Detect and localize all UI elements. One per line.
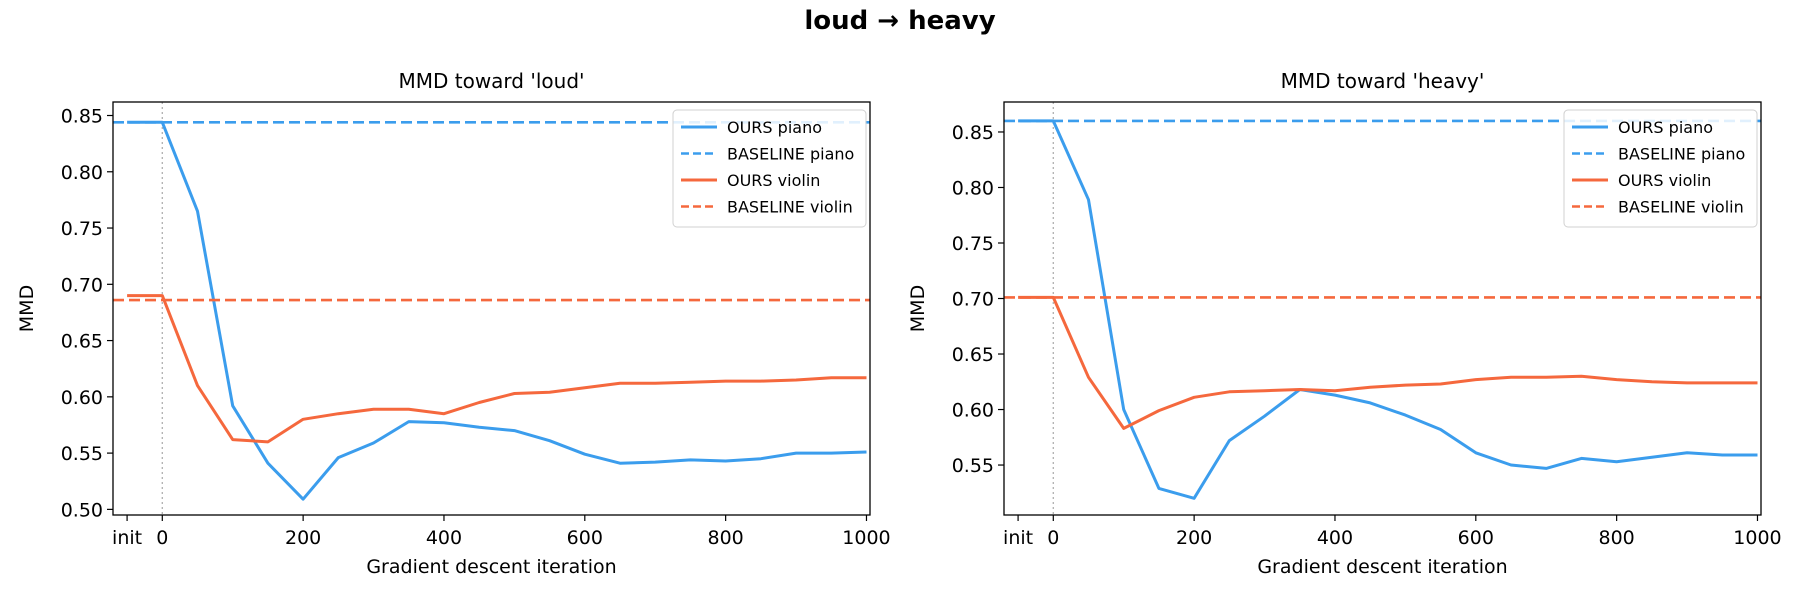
chart-panel-2: MMD toward 'heavy' init 0 200 400 600 800 1000 0… [907,69,1782,578]
x-tick-label: 0 [1047,527,1059,549]
legend: OURS piano BASELINE piano OURS violin BASEL… [1563,109,1758,228]
y-tick-label: 0.85 [61,106,103,128]
x-axis-label: Gradient descent iteration [1257,556,1507,578]
legend-label: OURS piano [727,118,822,137]
legend-label: OURS violin [727,171,820,190]
axes-frame [1003,101,1762,516]
legend-label: BASELINE violin [1618,198,1744,217]
x-tick-label: init [1003,527,1033,549]
x-tick-label: 400 [1317,527,1353,549]
y-tick-label: 0.70 [61,274,103,296]
y-tick-label: 0.75 [952,233,994,255]
series-line-ours-piano [127,120,867,501]
y-tick-label: 0.75 [61,218,103,240]
x-tick-label: 200 [1176,527,1212,549]
y-tick-label: 0.80 [952,177,994,199]
x-tick-label: 0 [156,527,168,549]
x-tick-label: 600 [1458,527,1494,549]
y-tick-label: 0.60 [61,387,103,409]
x-tick-label: 1000 [1733,527,1781,549]
legend-label: BASELINE violin [727,198,853,217]
figure-title: loud → heavy [804,6,996,36]
x-tick-label: 600 [567,527,603,549]
y-tick-label: 0.65 [61,331,103,353]
x-tick-label: 200 [285,527,321,549]
y-tick-label: 0.85 [952,122,994,144]
legend-label: OURS violin [1618,171,1711,190]
x-axis-label: Gradient descent iteration [366,556,616,578]
legend-box [672,109,867,228]
axes-frame [112,101,871,516]
series-line-ours-piano [1018,119,1758,500]
chart-title: MMD toward 'heavy' [1281,69,1485,93]
legend-label: BASELINE piano [1618,145,1745,164]
series-line-ours-violin [1018,295,1758,430]
series-line-ours-violin [127,294,867,444]
x-tick-label: 400 [426,527,462,549]
y-tick-label: 0.60 [952,400,994,422]
legend-box [1563,109,1758,228]
y-tick-label: 0.55 [952,455,994,477]
y-tick-label: 0.55 [61,443,103,465]
legend-label: OURS piano [1618,118,1713,137]
x-tick-label: 800 [1599,527,1635,549]
chart-panel-1: MMD toward 'loud' init 0 200 400 600 800 1000 0.… [16,69,891,578]
x-tick-label: init [112,527,142,549]
y-tick-label: 0.80 [61,162,103,184]
y-axis-label: MMD [907,285,929,332]
x-tick-label: 1000 [842,527,890,549]
y-tick-label: 0.65 [952,344,994,366]
x-tick-label: 800 [708,527,744,549]
legend: OURS piano BASELINE piano OURS violin BASEL… [672,109,867,228]
y-tick-label: 0.50 [61,499,103,521]
y-axis-label: MMD [16,285,38,332]
chart-title: MMD toward 'loud' [398,69,584,93]
legend-label: BASELINE piano [727,145,854,164]
y-tick-label: 0.70 [952,289,994,311]
